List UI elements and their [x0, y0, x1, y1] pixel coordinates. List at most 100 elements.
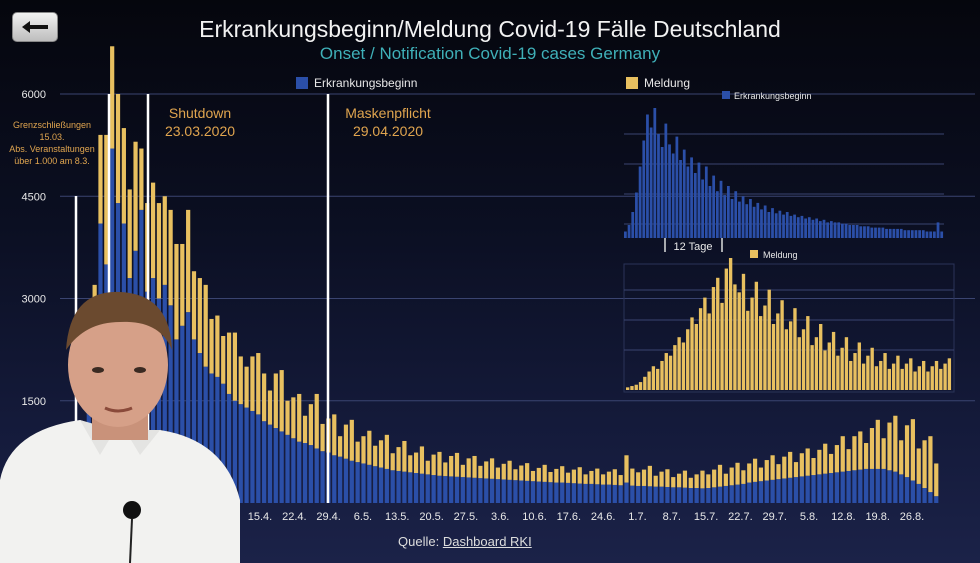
bar-notification — [460, 464, 465, 478]
bar-notification — [396, 447, 401, 471]
inset-bar-notification — [763, 305, 767, 390]
bar-onset — [571, 483, 576, 503]
x-tick-label: 10.6. — [522, 511, 546, 523]
inset-bar-onset — [885, 228, 888, 238]
inset-bar-onset — [852, 225, 855, 238]
inset-bar-onset — [899, 228, 903, 238]
gridlines — [60, 93, 975, 402]
bar-notification — [133, 141, 138, 251]
inset-bar-onset — [679, 160, 682, 238]
bar-onset — [805, 475, 810, 503]
bar-onset — [624, 482, 629, 503]
inset-bar-notification — [866, 355, 870, 390]
inset-bar-notification — [776, 313, 780, 390]
bar-notification — [770, 455, 775, 480]
annotation-mask-mandate: Maskenpflicht — [345, 105, 431, 121]
inset-bar-notification — [681, 342, 686, 390]
bar-notification — [834, 445, 840, 473]
bar-notification — [349, 419, 354, 461]
bar-notification — [688, 477, 693, 489]
bar-onset — [671, 487, 676, 503]
bar-notification — [221, 335, 226, 384]
bar-notification — [297, 393, 302, 442]
inset-bar-notification — [896, 355, 900, 390]
inset-bar-onset — [730, 199, 734, 238]
inset-bar-onset — [701, 179, 704, 238]
bar-onset — [817, 474, 822, 503]
bar-notification — [355, 441, 360, 463]
bar-notification — [671, 477, 676, 488]
x-tick-label: 17.6. — [557, 511, 581, 523]
inset-bar-notification — [733, 284, 737, 390]
bar-notification — [209, 318, 214, 374]
inset-bar-onset — [675, 136, 679, 238]
inset-bar-onset — [892, 228, 896, 238]
bar-notification — [361, 436, 366, 464]
bar-onset — [922, 488, 927, 503]
inset-bar-onset — [910, 230, 914, 238]
source-link[interactable]: Dashboard RKI — [442, 534, 532, 549]
inset-bar-notification — [741, 273, 746, 390]
inset-bar-onset — [671, 153, 675, 238]
bar-notification — [180, 243, 185, 326]
bar-onset — [460, 477, 465, 503]
inset-bar-onset — [690, 157, 693, 238]
inset-bar-notification — [707, 313, 711, 390]
bar-onset — [209, 373, 214, 503]
bar-onset — [431, 475, 436, 503]
inset-bar-notification — [677, 337, 681, 390]
annotation-shutdown: Shutdown — [169, 105, 231, 121]
bar-notification — [466, 458, 471, 478]
bar-notification — [589, 470, 594, 484]
x-tick-label: 5.8. — [800, 511, 818, 523]
inset-bar-onset — [863, 226, 866, 238]
bar-onset — [156, 298, 162, 503]
bar-notification — [618, 475, 623, 486]
bar-notification — [378, 440, 384, 468]
bar-onset — [554, 482, 559, 503]
bar-onset — [314, 448, 319, 503]
bar-notification — [823, 443, 828, 474]
back-button[interactable] — [12, 12, 58, 42]
bar-notification — [267, 390, 273, 425]
bar-onset — [454, 476, 460, 503]
inset-bar-onset — [929, 231, 933, 238]
inset-bar-notification — [874, 366, 879, 390]
bar-notification — [706, 474, 711, 489]
inset-bar-notification — [638, 382, 643, 390]
y-tick-label: 6000 — [22, 89, 46, 101]
inset-bar-notification — [643, 376, 647, 390]
inset-bar-notification — [784, 329, 789, 390]
bar-onset — [390, 470, 395, 503]
bar-notification — [840, 436, 845, 472]
bar-notification — [571, 469, 576, 484]
x-tick-label: 22.4. — [282, 511, 306, 523]
inset-bar-notification — [698, 308, 703, 390]
bar-notification — [215, 315, 220, 377]
bar-onset — [495, 479, 501, 503]
bar-notification — [676, 473, 682, 488]
inset-bar-notification — [664, 353, 668, 390]
bar-notification — [811, 458, 816, 476]
bar-onset — [560, 482, 565, 503]
bar-onset — [162, 284, 167, 503]
bar-onset — [717, 486, 723, 503]
annotation-shutdown: 23.03.2020 — [165, 123, 235, 139]
bar-notification — [308, 404, 313, 446]
inset-bar-notification — [797, 337, 801, 390]
bar-notification — [285, 400, 290, 435]
bar-notification — [899, 440, 904, 475]
bar-onset — [168, 305, 173, 503]
bar-notification — [162, 196, 167, 285]
y-axis-ticks: 1500 3000 4500 6000 — [22, 89, 46, 408]
bar-onset — [449, 476, 454, 503]
bar-onset — [869, 468, 875, 503]
bar-notification — [893, 415, 898, 472]
inset-bar-onset — [888, 228, 892, 238]
bar-onset — [618, 485, 623, 503]
bar-notification — [150, 182, 156, 279]
bar-onset — [887, 470, 892, 503]
inset-bar-notification — [630, 386, 634, 390]
bar-notification — [817, 449, 822, 475]
inset-bar-notification — [758, 316, 763, 390]
